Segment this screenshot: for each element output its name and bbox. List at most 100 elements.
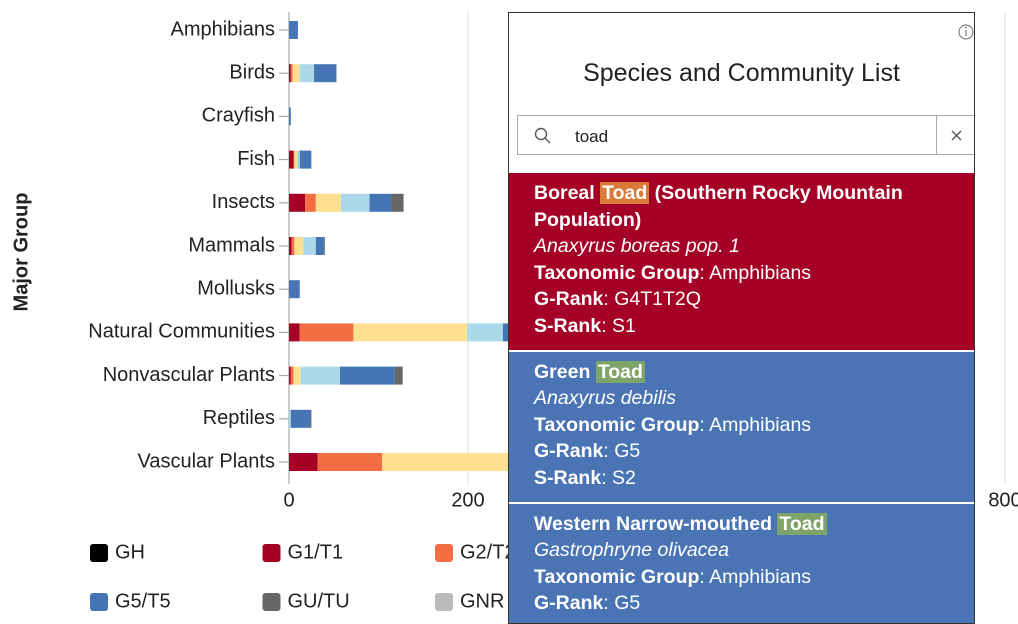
- bar-segment: [290, 366, 294, 385]
- name-text: Boreal: [534, 182, 601, 204]
- y-tick-label: Reptiles: [203, 407, 275, 429]
- y-tick-label: Amphibians: [170, 18, 275, 40]
- result-field: G-Rank: G5: [534, 438, 964, 465]
- bar-segment: [289, 21, 298, 39]
- y-tick-label: Fish: [237, 148, 275, 170]
- field-label: G-Rank: [534, 592, 604, 615]
- bar-segment: [294, 150, 298, 169]
- bar-segment: [369, 193, 392, 212]
- bar-segment: [317, 453, 383, 471]
- bar-segment: [310, 409, 312, 428]
- bar-segment: [289, 193, 306, 212]
- bar-segment: [294, 237, 304, 255]
- legend-swatch: [262, 593, 281, 611]
- clear-button[interactable]: [936, 116, 974, 154]
- info-icon[interactable]: [958, 23, 975, 41]
- bar-segment: [289, 64, 291, 83]
- legend-label: G1/T1: [288, 541, 344, 563]
- panel-title: Species and Community List: [583, 59, 900, 87]
- result-field: Taxonomic Group: Amphibians: [534, 412, 964, 439]
- x-tick-label: 0: [283, 489, 294, 511]
- search-box[interactable]: toad: [517, 115, 974, 155]
- field-label: G-Rank: [534, 288, 604, 311]
- name-highlight: Toad: [600, 182, 650, 204]
- bar-segment: [289, 150, 294, 169]
- bar-segment: [293, 366, 301, 385]
- legend-swatch: [262, 544, 281, 562]
- bar-segment: [391, 193, 404, 212]
- field-value: : S2: [601, 466, 636, 489]
- name-text: (Southern Rocky Mountain Population): [534, 182, 903, 231]
- result-field: S-Rank: S2: [534, 465, 964, 492]
- bar-segment: [299, 323, 354, 342]
- bar-segment: [300, 366, 341, 385]
- bar-segment: [289, 366, 291, 385]
- field-value: : Amphibians: [699, 413, 812, 436]
- bar-segment: [314, 64, 337, 83]
- legend-label: GU/TU: [288, 590, 350, 612]
- bar-segment: [340, 366, 395, 385]
- result-item[interactable]: Western Narrow-mouthed Toad Gastrophryne …: [509, 503, 974, 623]
- x-tick-label: 200: [451, 489, 484, 511]
- results-list: Boreal Toad (Southern Rocky Mountain Pop…: [509, 173, 974, 623]
- result-name: Western Narrow-mouthed Toad: [534, 511, 964, 538]
- result-field: S-Rank: S1: [534, 313, 964, 340]
- result-item[interactable]: Green Toad Anaxyrus debilis Taxonomic Grou…: [509, 351, 974, 504]
- y-tick-label: Insects: [212, 191, 275, 213]
- y-tick-label: Birds: [229, 61, 275, 83]
- scientific-name: Anaxyrus boreas pop. 1: [534, 235, 740, 258]
- y-tick-label: Vascular Plants: [138, 450, 275, 472]
- y-tick-label: Natural Communities: [88, 321, 275, 343]
- field-value: : S1: [601, 314, 636, 337]
- legend-swatch: [435, 593, 453, 611]
- bar-segment: [297, 150, 300, 169]
- bar-segment: [289, 280, 300, 299]
- search-query[interactable]: toad: [575, 127, 609, 146]
- bar-segment: [299, 64, 315, 83]
- name-highlight: Toad: [595, 360, 645, 383]
- field-value: : G4T1T2Q: [603, 288, 701, 311]
- bar-segment: [290, 409, 311, 428]
- bar-segment: [467, 323, 503, 342]
- scientific-name: Gastrophryne olivacea: [534, 539, 730, 562]
- field-value: : G5: [603, 440, 641, 463]
- legend-swatch: [90, 544, 108, 562]
- bar-segment: [292, 64, 300, 83]
- bar-segment: [289, 107, 291, 126]
- bar-segment: [502, 323, 512, 342]
- field-label: G-Rank: [534, 440, 604, 463]
- result-field: Taxonomic Group: Amphibians: [534, 564, 964, 591]
- y-axis-title: Major Group: [10, 193, 32, 312]
- bar-segment: [289, 237, 292, 255]
- bar-segment: [291, 237, 295, 255]
- field-label: Taxonomic Group: [534, 565, 700, 588]
- bar-segment: [394, 366, 403, 385]
- field-label: S-Rank: [534, 466, 602, 489]
- y-tick-label: Crayfish: [202, 105, 275, 127]
- legend-swatch: [435, 544, 453, 562]
- bar-segment: [323, 237, 325, 255]
- bar-segment: [293, 150, 295, 169]
- name-text: Western Narrow-mouthed: [534, 512, 778, 535]
- bar-segment: [289, 323, 300, 342]
- legend-label: G5/T5: [115, 590, 171, 612]
- field-value: : Amphibians: [699, 261, 812, 284]
- bar-segment: [290, 64, 293, 83]
- search-icon: [534, 127, 551, 144]
- result-item[interactable]: Boreal Toad (Southern Rocky Mountain Pop…: [509, 173, 974, 352]
- scientific-name: Anaxyrus debilis: [534, 387, 676, 410]
- species-panel: Species and Community List toad Boreal T…: [508, 12, 975, 624]
- bar-segment: [289, 409, 291, 428]
- legend-swatch: [90, 593, 108, 611]
- result-field: Taxonomic Group: Amphibians: [534, 260, 964, 287]
- y-tick-label: Nonvascular Plants: [103, 364, 275, 386]
- bar-segment: [305, 193, 316, 212]
- bar-segment: [315, 237, 324, 255]
- field-value: : Amphibians: [699, 565, 812, 588]
- bar-segment: [289, 453, 318, 471]
- bar-segment: [303, 237, 316, 255]
- x-tick-label: 800: [988, 489, 1018, 511]
- name-highlight: Toad: [777, 512, 827, 535]
- result-field: G-Rank: G4T1T2Q: [534, 286, 964, 313]
